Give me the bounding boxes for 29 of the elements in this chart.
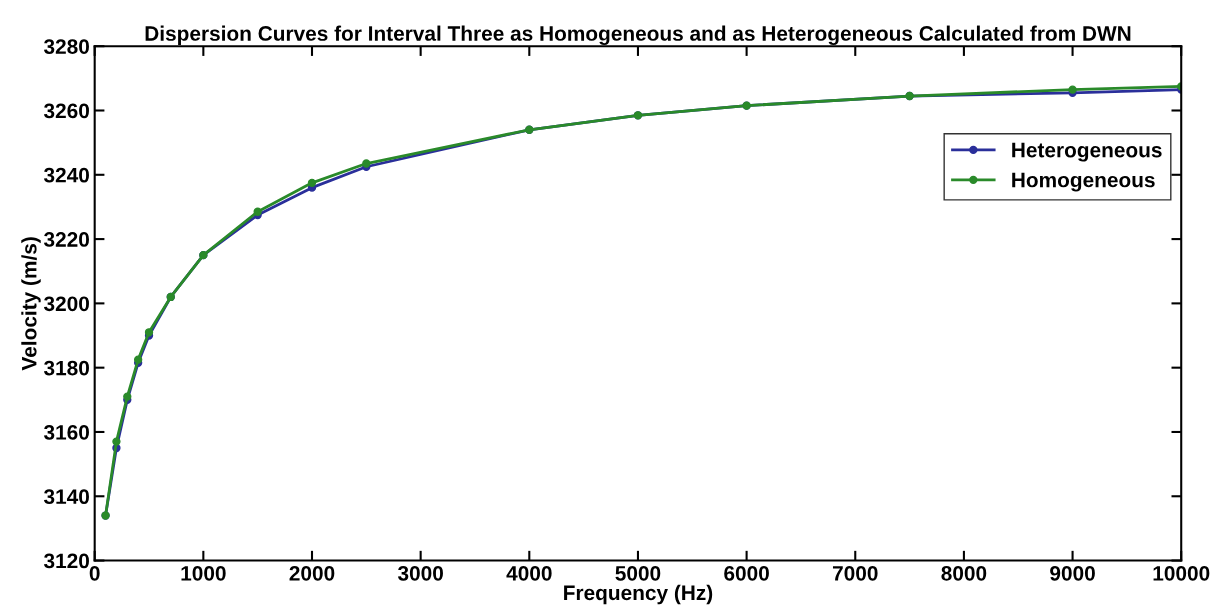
point: [112, 437, 121, 446]
y-tick-label: 3140: [43, 489, 89, 505]
chart-title: Dispersion Curves for Interval Three as Homogeneous and as Heterogeneous Calculated from DWN: [145, 25, 1131, 46]
x-tick-label: 1000: [181, 565, 226, 581]
x-tick-label: 6000: [724, 565, 769, 581]
y-axis-title: Velocity (m/s): [21, 237, 41, 371]
x-tick-label: 9000: [1050, 565, 1095, 581]
y-tick-label: 3240: [43, 167, 89, 183]
x-tick-label: 10000: [1153, 565, 1210, 581]
y-tick-label: 3260: [43, 103, 89, 119]
x-tick-label: 3000: [397, 565, 443, 581]
x-tick-label: 8000: [941, 565, 987, 581]
legend-label: Homogeneous: [1012, 172, 1155, 192]
point: [133, 355, 143, 364]
legend-label: Heterogeneous: [1012, 142, 1162, 162]
y-tick-label: 3120: [43, 553, 89, 569]
y-tick-label: 3180: [43, 360, 89, 376]
x-axis-title: Frequency (Hz): [564, 584, 713, 605]
y-tick-label: 3220: [43, 232, 89, 247]
x-tick-label: 5000: [615, 565, 661, 581]
x-tick-label: 0: [89, 565, 100, 581]
x-tick-label: 2000: [289, 565, 335, 581]
y-tick-label: 3160: [43, 424, 89, 440]
y-tick-label: 3200: [43, 296, 89, 312]
point: [307, 178, 317, 187]
y-tick-label: 3280: [43, 39, 89, 54]
point: [253, 207, 262, 216]
x-tick-label: 4000: [506, 565, 552, 581]
x-tick-label: 7000: [832, 565, 878, 581]
